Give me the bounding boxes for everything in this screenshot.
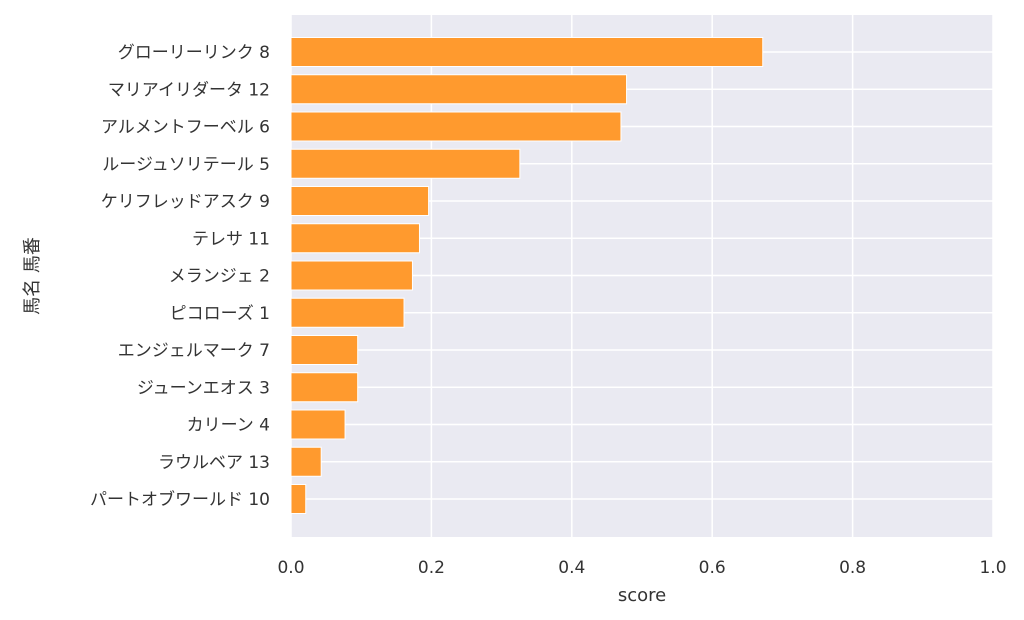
y-tick-label: テレサ 11 xyxy=(192,229,270,249)
bar xyxy=(290,484,307,514)
y-tick-label: マリアイリダータ 12 xyxy=(108,80,270,100)
bar xyxy=(290,223,420,254)
y-tick-label: ピコローズ 1 xyxy=(170,304,270,324)
y-tick-label: ルージュソリテール 5 xyxy=(102,155,270,175)
y-axis-label: 馬名 馬番 xyxy=(22,237,43,315)
x-tick-label: 1.0 xyxy=(979,558,1006,578)
bar xyxy=(290,74,628,105)
y-tick-label: エンジェルマーク 7 xyxy=(118,341,270,361)
bar xyxy=(290,446,322,477)
bar xyxy=(290,186,430,216)
y-tick-label: ケリフレッドアスク 9 xyxy=(101,192,270,212)
bar xyxy=(290,37,764,67)
y-tick-label: グローリーリンク 8 xyxy=(118,43,270,63)
bar xyxy=(290,148,521,179)
y-tick-label: ラウルベア 13 xyxy=(158,453,270,473)
bar xyxy=(290,297,405,328)
y-tick-label: カリーン 4 xyxy=(187,416,270,436)
bar xyxy=(290,111,622,142)
x-tick-label: 0.0 xyxy=(277,558,304,578)
bar xyxy=(290,372,359,403)
x-tick-label: 0.2 xyxy=(418,558,445,578)
bar xyxy=(290,409,346,440)
bar xyxy=(290,335,359,365)
y-tick-label: パートオブワールド 10 xyxy=(90,489,270,510)
bars xyxy=(290,37,764,514)
y-tick-label: メランジェ 2 xyxy=(169,267,270,287)
y-tick-label: アルメントフーベル 6 xyxy=(101,118,270,138)
x-tick-labels: 0.0 0.2 0.4 0.6 0.8 1.0 xyxy=(277,558,1006,578)
x-axis-label: score xyxy=(618,585,666,606)
x-tick-label: 0.4 xyxy=(558,558,585,578)
y-tick-label: ジューンエオス 3 xyxy=(137,378,270,398)
x-tick-label: 0.8 xyxy=(839,558,866,578)
y-tick-labels: グローリーリンク 8 マリアイリダータ 12 アルメントフーベル 6 ルージュソリテー… xyxy=(90,43,270,510)
bar xyxy=(290,260,413,291)
x-tick-label: 0.6 xyxy=(699,558,726,578)
